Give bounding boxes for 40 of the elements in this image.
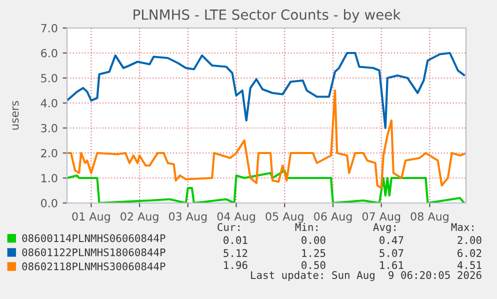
x-tick-label: 07 Aug (362, 212, 400, 223)
text: Cur: (218, 223, 240, 232)
y-tick-label: 3.0 (41, 124, 58, 132)
x-tick-label: 05 Aug (266, 212, 304, 223)
y-tick-label: 4.0 (40, 98, 58, 108)
y-tick-label: 7.0 (41, 24, 58, 32)
y-tick-label: 1.0 (42, 174, 58, 182)
text: 2.00 (458, 236, 482, 244)
line-series (67, 89, 466, 190)
y-axis-title: users (12, 101, 19, 130)
y-tick-label: 5.0 (41, 74, 58, 82)
legend-label: 08601122PLNMHS18060844P (22, 248, 166, 256)
text: Max: (451, 223, 474, 232)
x-tick-label: 06 Aug (314, 212, 352, 223)
text: Avg: (373, 223, 396, 234)
text: 0.47 (380, 236, 404, 244)
x-tick-label: 08 Aug (410, 212, 448, 223)
text: 0.01 (224, 236, 248, 244)
text: 1.96 (224, 261, 248, 270)
text: Last update: Sun Aug 9 06:20:05 2026 (251, 270, 482, 282)
line-series (67, 52, 466, 130)
text: 1.25 (302, 249, 326, 258)
y-tick-label: 2.0 (41, 148, 58, 158)
x-tick-label: 03 Aug (168, 212, 207, 223)
text: 6.02 (458, 249, 482, 258)
x-tick-label: 01 Aug (72, 212, 110, 223)
text: 0.50 (302, 261, 326, 270)
chart-title: PLNMHS - LTE Sector Counts - by week (134, 9, 401, 23)
text: 5.12 (224, 249, 248, 258)
legend-label: 08602118PLNMHS30060844P (22, 262, 166, 270)
legend-label: 08600114PLNMHS06060844P (22, 234, 166, 242)
text: 5.07 (380, 249, 404, 258)
x-tick-label: 02 Aug (120, 212, 158, 223)
text: 0.00 (302, 236, 326, 244)
y-tick-label: 0.0 (41, 198, 58, 208)
y-tick-label: 6.0 (41, 48, 58, 58)
text: 1.61 (380, 261, 404, 270)
text: 4.51 (457, 261, 482, 270)
x-tick-label: 04 Aug (217, 212, 255, 223)
text: Min: (295, 222, 318, 231)
